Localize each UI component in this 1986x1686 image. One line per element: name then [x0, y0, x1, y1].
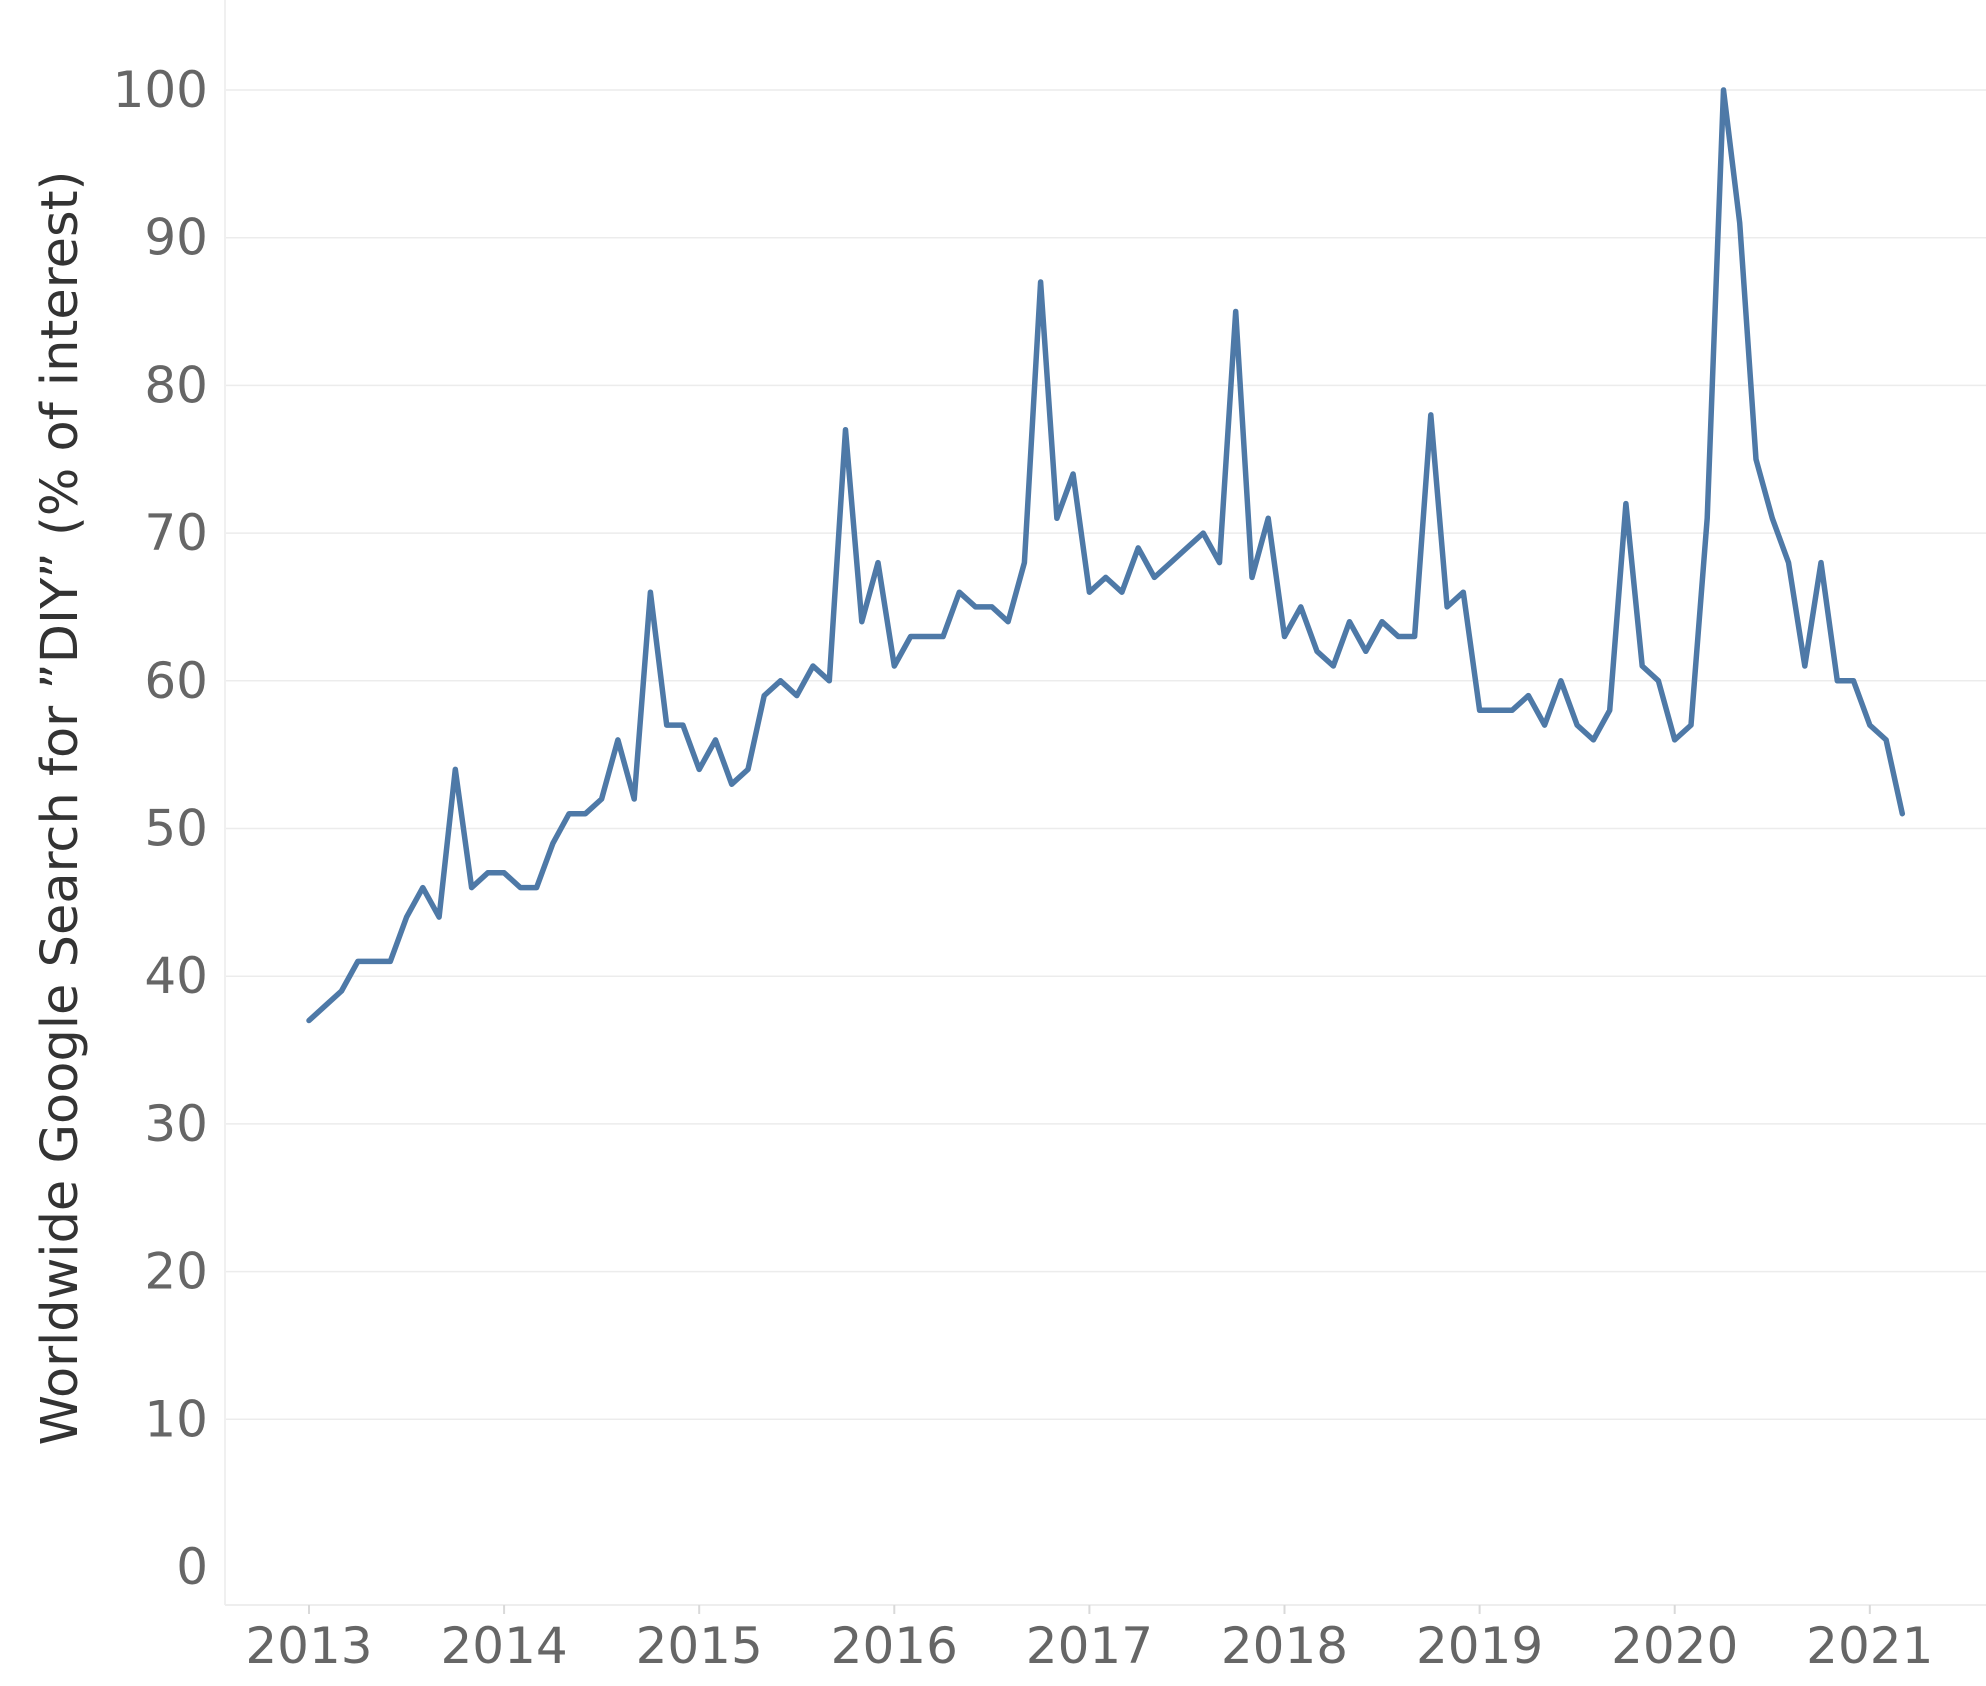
x-tick-label-2013: 2013 — [245, 1617, 372, 1675]
x-tick-label-2020: 2020 — [1611, 1617, 1738, 1675]
y-tick-label-60: 60 — [144, 652, 208, 710]
y-axis-title: Worldwide Google Search for ”DIY” (% of … — [31, 171, 90, 1446]
gridlines — [225, 89, 1986, 1421]
tick-labels: 0 10 20 30 40 50 60 70 80 90 100 2013 2014 2015 2016 20… — [113, 61, 1934, 1675]
y-tick-label-100: 100 — [113, 61, 208, 119]
y-tick-label-10: 10 — [144, 1390, 208, 1448]
y-tick-label-70: 70 — [144, 504, 208, 562]
y-tick-label-40: 40 — [144, 947, 208, 1005]
y-tick-label-30: 30 — [144, 1095, 208, 1153]
x-tick-label-2019: 2019 — [1416, 1617, 1543, 1675]
x-tick-label-2014: 2014 — [440, 1617, 567, 1675]
x-tick-label-2018: 2018 — [1221, 1617, 1348, 1675]
x-tick-label-2021: 2021 — [1806, 1617, 1933, 1675]
y-tick-label-0: 0 — [176, 1538, 208, 1596]
series-line-0 — [306, 87, 1906, 1024]
x-tick-label-2017: 2017 — [1026, 1617, 1153, 1675]
y-tick-label-50: 50 — [144, 800, 208, 858]
x-tick-label-2015: 2015 — [636, 1617, 763, 1675]
series — [306, 87, 1906, 1024]
axes — [224, 0, 1986, 1614]
y-tick-label-20: 20 — [144, 1243, 208, 1301]
y-tick-label-80: 80 — [144, 356, 208, 414]
x-tick-label-2016: 2016 — [831, 1617, 958, 1675]
y-tick-label-90: 90 — [144, 209, 208, 267]
